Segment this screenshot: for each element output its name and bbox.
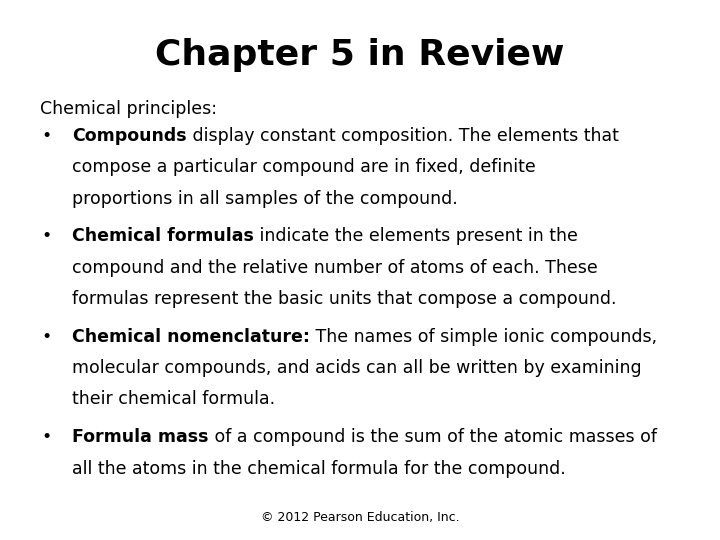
Text: •: • — [42, 227, 52, 245]
Text: Formula mass: Formula mass — [72, 428, 209, 446]
Text: The names of simple ionic compounds,: The names of simple ionic compounds, — [310, 328, 657, 346]
Text: indicate the elements present in the: indicate the elements present in the — [254, 227, 577, 245]
Text: Compounds: Compounds — [72, 127, 186, 145]
Text: of a compound is the sum of the atomic masses of: of a compound is the sum of the atomic m… — [209, 428, 657, 446]
Text: Chemical principles:: Chemical principles: — [40, 100, 217, 118]
Text: Chemical nomenclature:: Chemical nomenclature: — [72, 328, 310, 346]
Text: molecular compounds, and acids can all be written by examining: molecular compounds, and acids can all b… — [72, 359, 642, 377]
Text: compose a particular compound are in fixed, definite: compose a particular compound are in fix… — [72, 158, 536, 176]
Text: •: • — [42, 328, 52, 346]
Text: their chemical formula.: their chemical formula. — [72, 390, 275, 408]
Text: Chemical formulas: Chemical formulas — [72, 227, 254, 245]
Text: •: • — [42, 428, 52, 446]
Text: compound and the relative number of atoms of each. These: compound and the relative number of atom… — [72, 259, 598, 276]
Text: all the atoms in the chemical formula for the compound.: all the atoms in the chemical formula fo… — [72, 460, 566, 477]
Text: formulas represent the basic units that compose a compound.: formulas represent the basic units that … — [72, 290, 616, 308]
Text: proportions in all samples of the compound.: proportions in all samples of the compou… — [72, 190, 458, 207]
Text: Chapter 5 in Review: Chapter 5 in Review — [156, 38, 564, 72]
Text: •: • — [42, 127, 52, 145]
Text: © 2012 Pearson Education, Inc.: © 2012 Pearson Education, Inc. — [261, 511, 459, 524]
Text: display constant composition. The elements that: display constant composition. The elemen… — [186, 127, 618, 145]
